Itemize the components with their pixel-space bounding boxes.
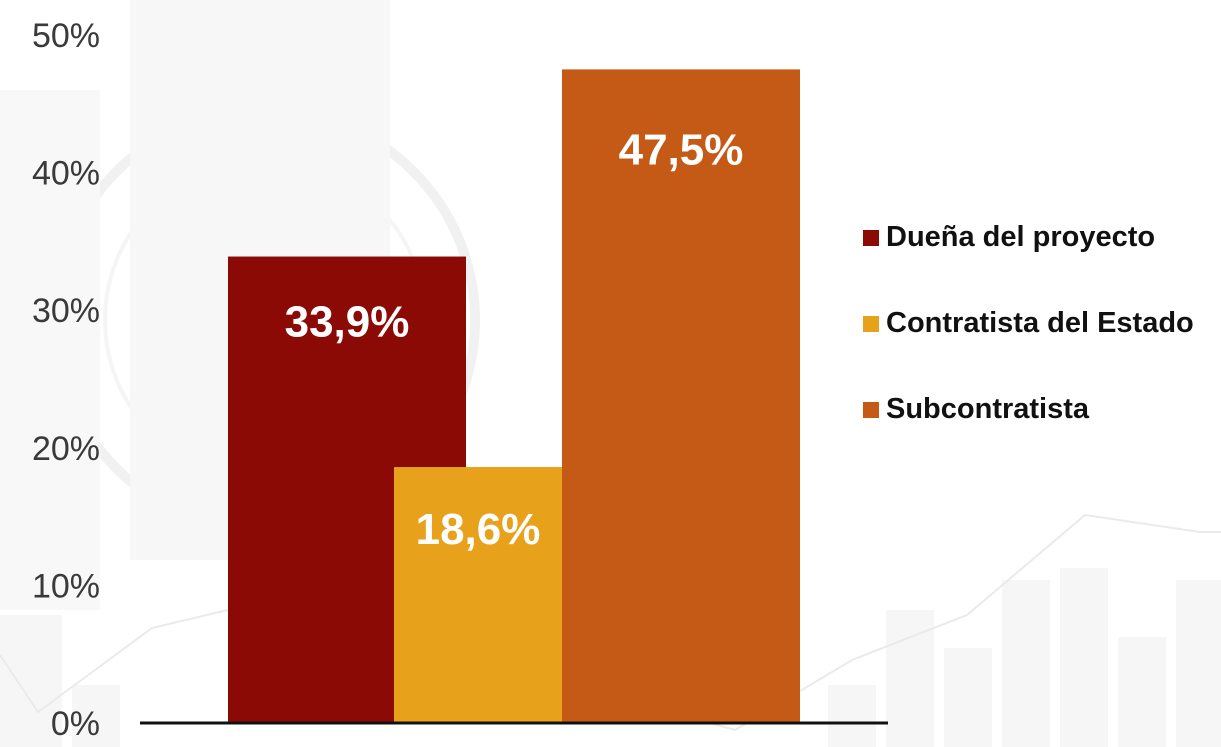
watermark-bar	[1176, 580, 1221, 747]
data-label: 18,6%	[416, 505, 541, 554]
watermark-bar	[72, 685, 120, 747]
legend-label: Subcontratista	[886, 393, 1090, 425]
y-tick-label: 0%	[51, 705, 100, 743]
y-tick-label: 30%	[32, 292, 100, 330]
watermark-bar	[944, 648, 992, 747]
y-tick-label: 50%	[32, 17, 100, 55]
watermark-bar	[886, 610, 934, 747]
legend: Dueña del proyecto Contratista del Estado…	[863, 221, 1194, 425]
y-tick-label: 40%	[32, 155, 100, 193]
y-tick-label: 10%	[32, 567, 100, 605]
bar-2	[394, 467, 562, 723]
data-label: 33,9%	[285, 298, 410, 347]
y-tick-label: 20%	[32, 430, 100, 468]
legend-swatch	[863, 230, 879, 246]
watermark-bar	[0, 615, 62, 747]
legend-label: Dueña del proyecto	[886, 221, 1155, 253]
legend-label: Contratista del Estado	[886, 307, 1194, 339]
watermark-bar	[1060, 568, 1108, 747]
watermark-bar	[1118, 637, 1166, 747]
data-label: 47,5%	[619, 125, 744, 174]
legend-swatch	[863, 316, 879, 332]
watermark-bar	[828, 685, 876, 747]
data-labels-group: 33,9% 18,6% 47,5%	[285, 125, 744, 554]
legend-swatch	[863, 402, 879, 418]
watermark-column	[0, 90, 100, 610]
watermark-bar	[1002, 580, 1050, 747]
bars-group	[228, 69, 800, 723]
bar-3	[562, 69, 800, 723]
y-axis: 0% 10% 20% 30% 40% 50%	[32, 17, 100, 743]
